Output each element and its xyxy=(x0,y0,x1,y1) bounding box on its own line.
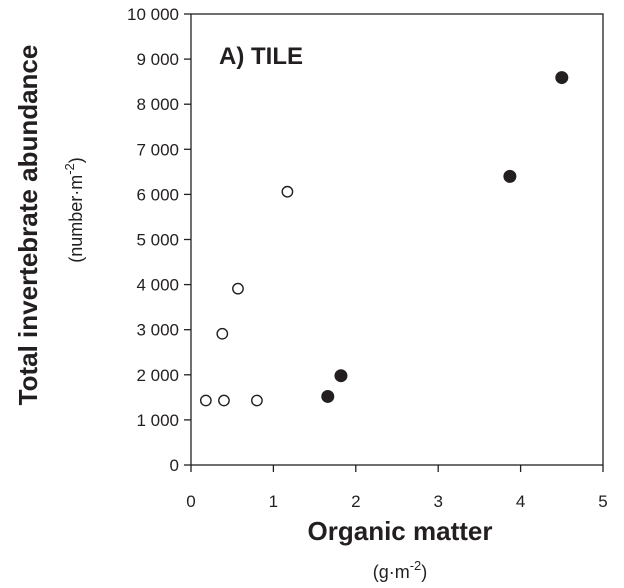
y-tick-label: 6 000 xyxy=(136,185,179,204)
filled-data-point xyxy=(555,71,569,85)
open-data-point xyxy=(216,327,229,340)
open-data-point xyxy=(232,282,244,295)
y-axis: 0 1 000 2 000 3 000 4 000 5 000 6 000 7 000 8 00… xyxy=(127,5,191,475)
x-axis: 0 1 2 3 4 5 xyxy=(186,465,608,511)
data-points xyxy=(199,71,569,407)
x-axis-unit: (g·m-2) xyxy=(373,558,428,582)
y-tick-label: 3 000 xyxy=(136,321,179,340)
filled-data-point xyxy=(503,169,517,183)
x-tick-label: 1 xyxy=(269,492,278,511)
open-data-point xyxy=(199,394,212,407)
panel-label: A) TILE xyxy=(219,43,303,70)
y-tick-label: 7 000 xyxy=(136,140,179,159)
filled-data-point xyxy=(334,369,348,383)
y-axis-unit-close: ) xyxy=(66,157,86,163)
y-axis-unit-base: (number·m xyxy=(66,175,86,263)
y-tick-label: 2 000 xyxy=(136,366,179,385)
y-tick-label: 8 000 xyxy=(136,95,179,114)
y-axis-unit-exponent: -2 xyxy=(62,163,77,175)
x-axis-unit-exponent: -2 xyxy=(410,558,422,573)
x-axis-unit-base: (g·m xyxy=(373,562,410,582)
filled-data-point xyxy=(321,389,335,403)
x-tick-label: 3 xyxy=(433,492,442,511)
open-data-point xyxy=(281,185,294,198)
y-tick-label: 5 000 xyxy=(136,231,179,250)
y-tick-label: 4 000 xyxy=(136,276,179,295)
y-axis-unit: (number·m-2) xyxy=(62,157,86,263)
x-tick-label: 2 xyxy=(351,492,360,511)
x-axis-title: Organic matter xyxy=(308,516,493,546)
x-tick-label: 4 xyxy=(516,492,525,511)
open-data-point xyxy=(218,394,230,407)
x-tick-label: 0 xyxy=(186,492,195,511)
open-data-point xyxy=(251,394,263,407)
y-axis-title: Total invertebrate abundance xyxy=(13,45,43,406)
y-tick-label: 1 000 xyxy=(136,411,179,430)
y-tick-label: 0 xyxy=(170,456,179,475)
y-tick-label: 9 000 xyxy=(136,50,179,69)
x-tick-label: 5 xyxy=(598,492,607,511)
y-tick-label: 10 000 xyxy=(127,5,179,24)
x-axis-unit-close: ) xyxy=(421,562,427,582)
